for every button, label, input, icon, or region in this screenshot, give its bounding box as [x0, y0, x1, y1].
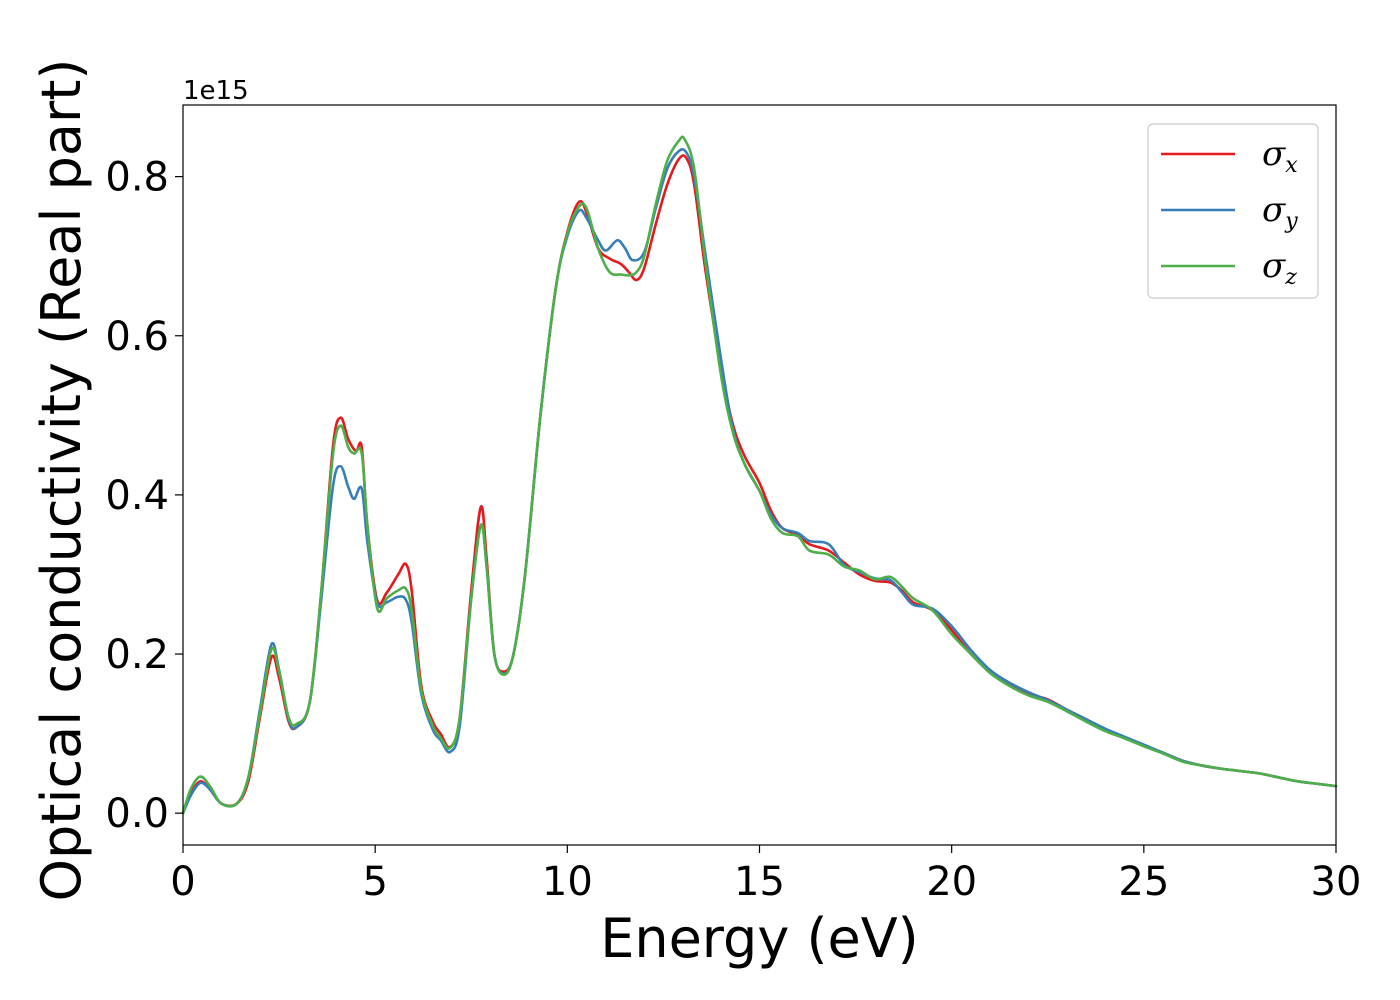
x-tick-label: 20 [926, 859, 977, 905]
y-axis: 0.0 0.2 0.4 0.6 0.8 [105, 155, 183, 837]
y-tick-label: 0.0 [105, 791, 169, 837]
x-tick-label: 30 [1311, 859, 1362, 905]
x-tick-label: 25 [1118, 859, 1169, 905]
x-tick-label: 10 [542, 859, 593, 905]
x-axis-label: Energy (eV) [600, 907, 919, 970]
x-tick-label: 0 [170, 859, 195, 905]
x-tick-label: 15 [734, 859, 785, 905]
series-layer [181, 135, 1338, 815]
x-axis: 0 5 10 15 20 25 30 [170, 845, 1361, 905]
y-tick-label: 0.4 [105, 473, 169, 519]
legend: σx σy σz [1147, 123, 1319, 299]
series-line-y [181, 148, 1338, 815]
y-axis-label: Optical conductivity (Real part) [30, 59, 93, 902]
x-tick-label: 5 [362, 859, 387, 905]
y-tick-label: 0.8 [105, 155, 169, 201]
legend-label-x: σx [1262, 134, 1298, 178]
y-tick-label: 0.6 [105, 314, 169, 360]
series-line-z [181, 135, 1338, 815]
y-offset-text: 1e15 [183, 76, 249, 106]
y-tick-label: 0.2 [105, 632, 169, 678]
legend-label-z: σz [1262, 246, 1297, 290]
legend-label-y: σy [1262, 190, 1298, 234]
